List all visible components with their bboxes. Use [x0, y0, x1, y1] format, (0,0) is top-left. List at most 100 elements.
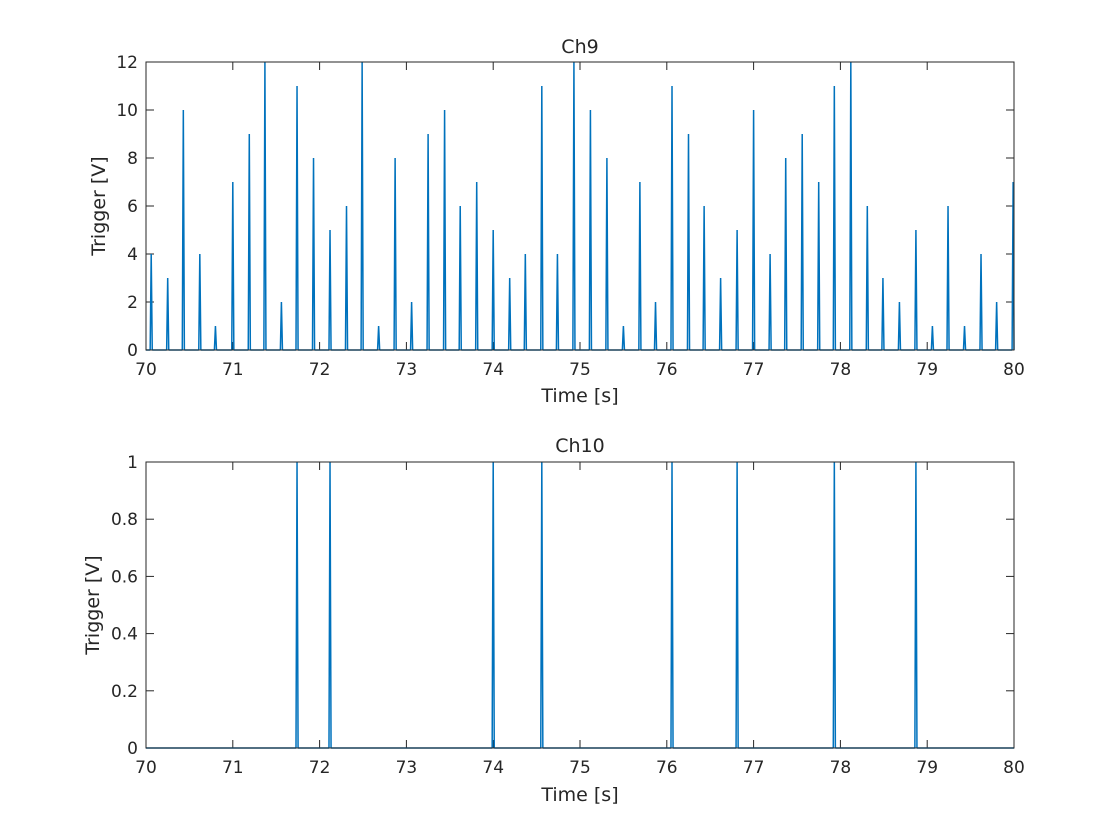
trigger-pulse — [783, 157, 788, 351]
y-tick-label: 4 — [127, 245, 138, 265]
trigger-pulse — [865, 205, 870, 351]
trigger-pulse — [718, 277, 723, 351]
x-tick-label: 79 — [916, 360, 938, 380]
trigger-pulse — [344, 205, 349, 351]
y-tick-label: 0.2 — [111, 682, 138, 702]
x-tick-label: 77 — [743, 758, 765, 778]
trigger-pulse — [751, 109, 756, 351]
tick-marks — [145, 61, 1015, 351]
x-tick-label: 75 — [569, 758, 591, 778]
y-axis-label: Trigger [V] — [88, 156, 110, 256]
subplot-ch10: 70 71 72 73 74 75 76 77 78 79 80 0 0.2 0.4 0.6 0.8 1 Ch… — [82, 435, 1025, 806]
x-axis-label: Time [s] — [540, 385, 618, 407]
trigger-pulse — [523, 253, 528, 351]
x-tick-label: 73 — [396, 758, 418, 778]
y-tick-label: 10 — [116, 101, 138, 121]
trigger-pulse — [588, 109, 593, 351]
trigger-pulse — [653, 301, 658, 351]
x-tick-label: 74 — [482, 360, 504, 380]
trigger-pulse — [930, 325, 935, 351]
trigger-pulse — [165, 277, 170, 351]
trigger-pulse — [247, 133, 252, 351]
trigger-pulse — [295, 85, 299, 351]
axes-box — [145, 61, 1015, 351]
trigger-pulse — [409, 301, 414, 351]
trigger-pulse — [149, 253, 153, 351]
x-tick-label: 72 — [309, 758, 331, 778]
x-tick-label: 71 — [222, 758, 244, 778]
trigger-pulse — [962, 325, 967, 351]
y-tick-labels: 0 0.2 0.4 0.6 0.8 1 — [111, 453, 138, 759]
x-tick-label: 80 — [1003, 758, 1025, 778]
trigger-pulse — [458, 205, 463, 351]
trigger-pulse — [279, 301, 284, 351]
trigger-pulse — [686, 133, 691, 351]
axes-background — [146, 462, 1014, 748]
trigger-pulse — [376, 325, 381, 351]
x-tick-label: 80 — [1003, 360, 1025, 380]
trigger-pulse — [768, 253, 772, 351]
trigger-pulse — [800, 133, 804, 351]
x-tick-label: 74 — [482, 758, 504, 778]
trigger-pulse — [816, 181, 821, 351]
chart-title: Ch9 — [561, 36, 598, 58]
trigger-pulse — [328, 229, 332, 351]
trigger-pulse — [231, 181, 235, 351]
trigger-pulse — [181, 109, 186, 351]
trigger-pulse — [897, 301, 902, 351]
x-tick-label: 77 — [743, 360, 765, 380]
y-tick-label: 8 — [127, 149, 138, 169]
trigger-pulse — [213, 325, 218, 351]
y-tick-label: 2 — [127, 293, 138, 313]
y-tick-label: 0.6 — [111, 567, 138, 587]
x-tick-label: 79 — [916, 758, 938, 778]
axes-box — [145, 461, 1015, 749]
trigger-pulse — [605, 157, 609, 351]
y-axis-label: Trigger [V] — [82, 555, 104, 655]
y-tick-label: 12 — [116, 53, 138, 73]
x-tick-label: 70 — [135, 758, 157, 778]
trigger-pulse — [621, 325, 626, 351]
trigger-pulse — [491, 229, 495, 351]
y-tick-label: 0 — [127, 739, 138, 759]
trigger-pulse — [702, 205, 706, 351]
x-tick-label: 75 — [569, 360, 591, 380]
trigger-pulse — [914, 229, 918, 351]
trigger-pulse — [442, 109, 447, 351]
x-tick-label: 73 — [396, 360, 418, 380]
y-tick-label: 6 — [127, 197, 138, 217]
x-tick-label: 76 — [656, 360, 678, 380]
x-tick-label: 70 — [135, 360, 157, 380]
y-tick-label: 0 — [127, 341, 138, 361]
x-tick-label: 71 — [222, 360, 244, 380]
subplot-ch9: 70 71 72 73 74 75 76 77 78 79 80 0 2 4 6 8 10 12 Ch9 Tim… — [88, 36, 1025, 407]
axes-background — [146, 62, 1014, 350]
trigger-pulse — [198, 253, 202, 351]
trigger-pulse — [946, 205, 950, 351]
y-tick-label: 0.4 — [111, 625, 138, 645]
trigger-pulse — [979, 253, 983, 351]
x-tick-labels: 70 71 72 73 74 75 76 77 78 79 80 — [135, 360, 1025, 380]
x-tick-label: 78 — [830, 360, 852, 380]
x-tick-label: 78 — [830, 758, 852, 778]
trigger-pulse — [994, 301, 999, 351]
trigger-pulse — [474, 181, 479, 351]
trigger-pulse — [670, 85, 674, 351]
trigger-pulse — [540, 85, 544, 351]
trigger-pulse — [881, 277, 885, 351]
trigger-pulse — [311, 157, 316, 351]
x-tick-labels: 70 71 72 73 74 75 76 77 78 79 80 — [135, 758, 1025, 778]
y-tick-labels: 0 2 4 6 8 10 12 — [116, 53, 138, 361]
trigger-pulse — [735, 229, 739, 351]
trigger-pulse — [638, 181, 642, 351]
trigger-pulse — [507, 277, 512, 351]
x-axis-label: Time [s] — [540, 784, 618, 806]
trigger-pulse — [555, 253, 560, 351]
trigger-pulse — [832, 85, 837, 351]
trigger-pulse — [393, 157, 397, 351]
y-tick-label: 0.8 — [111, 510, 138, 530]
x-tick-label: 76 — [656, 758, 678, 778]
chart-title: Ch10 — [555, 435, 605, 457]
y-tick-label: 1 — [127, 453, 138, 473]
